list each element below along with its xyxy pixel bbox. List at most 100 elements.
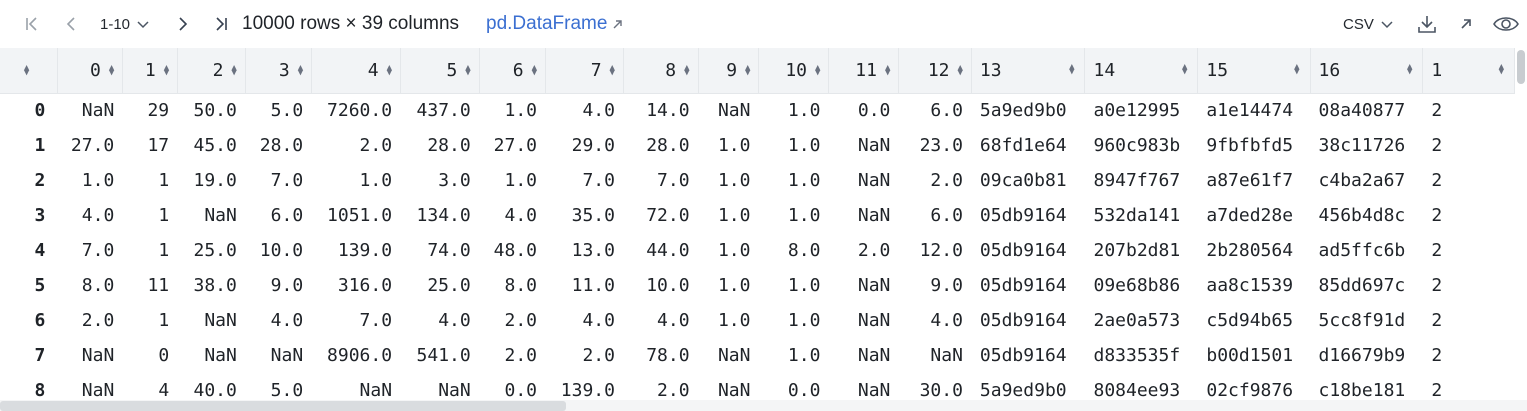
chevron-down-icon — [137, 21, 149, 29]
export-format-label: CSV — [1343, 15, 1374, 33]
dataframe-type-link[interactable]: pd.DataFrame — [486, 0, 623, 48]
next-page-button[interactable] — [172, 0, 194, 48]
sort-icon[interactable]: ▲ ▼ — [163, 62, 170, 78]
table-cell: NaN — [177, 338, 246, 373]
table-row[interactable]: 3 4.0 1 NaN 6.0 1051.0 134.0 4.0 35.0 72.0 1.0 1.0 N… — [0, 198, 1515, 233]
sort-icon[interactable]: ▲ ▼ — [609, 62, 615, 78]
sort-icon[interactable]: ▲ ▼ — [231, 62, 237, 78]
table-cell: 9.0 — [245, 268, 313, 303]
row-index: 4 — [0, 233, 59, 268]
open-in-new-button[interactable] — [1456, 0, 1476, 48]
sort-icon[interactable]: ▲ ▼ — [465, 62, 471, 78]
sort-icon[interactable]: ▲ ▼ — [1294, 62, 1300, 77]
table-row[interactable]: 2 1.0 1 19.0 7.0 1.0 3.0 1.0 7.0 7.0 1.0 1.0 NaN 2.0 0… — [0, 163, 1515, 198]
table-row[interactable]: 4 7.0 1 25.0 10.0 139.0 74.0 48.0 13.0 44.0 1.0 8.0… — [0, 233, 1515, 268]
table-cell: c18be181 — [1310, 373, 1424, 400]
table-cell: 48.0 — [479, 233, 547, 268]
visibility-toggle-button[interactable] — [1491, 0, 1521, 48]
table-cell: NaN — [57, 93, 124, 128]
sort-icon[interactable]: ▲ ▼ — [23, 62, 30, 78]
sort-icon[interactable]: ▲ ▼ — [1181, 62, 1188, 77]
table-row[interactable]: 1 27.0 17 45.0 28.0 2.0 28.0 27.0 29.0 28.0 1.0 1.0… — [0, 128, 1515, 163]
sort-icon[interactable]: ▲ ▼ — [684, 62, 690, 78]
column-header[interactable]: 13 ▲ ▼ — [971, 48, 1086, 94]
column-header[interactable]: 14 ▲ ▼ — [1084, 48, 1199, 94]
horizontal-scrollbar[interactable] — [0, 400, 1527, 411]
table-cell: 1.0 — [758, 93, 830, 128]
table-row[interactable]: 5 8.0 11 38.0 9.0 316.0 25.0 8.0 11.0 10.0 1.0 1.0 N… — [0, 268, 1515, 303]
table-cell: 27.0 — [57, 128, 124, 163]
sort-icon[interactable]: ▲ ▼ — [108, 62, 115, 78]
first-page-button[interactable] — [21, 0, 43, 48]
sort-icon[interactable]: ▲ ▼ — [1407, 62, 1413, 77]
first-page-icon — [26, 17, 37, 31]
column-header-label: 16 — [1318, 59, 1341, 81]
row-index: 8 — [0, 373, 59, 400]
sort-icon[interactable]: ▲ ▼ — [884, 62, 891, 78]
table-cell: 8906.0 — [311, 338, 402, 373]
sort-icon[interactable]: ▲ ▼ — [531, 62, 538, 78]
table-cell: 4.0 — [898, 303, 972, 338]
column-header[interactable]: 15 ▲ ▼ — [1197, 48, 1311, 94]
table-row[interactable]: 8 NaN 4 40.0 5.0 NaN NaN 0.0 139.0 2.0 NaN 0.0 NaN 30… — [0, 373, 1515, 400]
sort-icon[interactable]: ▲ ▼ — [957, 62, 963, 78]
type-link-label: pd.DataFrame — [486, 13, 608, 34]
column-header-label: 10 — [785, 59, 807, 81]
vertical-scrollbar[interactable] — [1515, 48, 1527, 400]
column-header[interactable]: 9 ▲ ▼ — [698, 48, 760, 94]
vertical-scrollbar-thumb[interactable] — [1517, 50, 1525, 84]
sort-icon[interactable]: ▲ ▼ — [297, 62, 304, 78]
arrow-up-right-icon — [1461, 19, 1471, 29]
column-header[interactable]: 1 ▲ ▼ — [122, 48, 179, 94]
table-cell: 8084ee93 — [1084, 373, 1199, 400]
sort-icon[interactable]: ▲ ▼ — [1498, 62, 1504, 77]
column-header[interactable]: 2 ▲ ▼ — [177, 48, 246, 94]
column-header-label: 14 — [1093, 59, 1116, 81]
row-index: 3 — [0, 198, 59, 233]
column-header[interactable]: 0 ▲ ▼ — [57, 48, 124, 94]
column-header[interactable]: 6 ▲ ▼ — [479, 48, 547, 94]
column-header[interactable]: 3 ▲ ▼ — [245, 48, 313, 94]
column-header[interactable]: 5 ▲ ▼ — [400, 48, 480, 94]
column-header[interactable]: 4 ▲ ▼ — [311, 48, 402, 94]
table-row[interactable]: 6 2.0 1 NaN 4.0 7.0 4.0 2.0 4.0 4.0 1.0 1.0 NaN 4.0 05… — [0, 303, 1515, 338]
sort-icon[interactable]: ▲ ▼ — [815, 62, 821, 78]
table-cell: 09ca0b81 — [971, 163, 1086, 198]
horizontal-scrollbar-thumb[interactable] — [0, 401, 566, 411]
export-format-select[interactable]: CSV — [1343, 0, 1394, 48]
column-header-label: 6 — [512, 59, 524, 81]
sort-icon[interactable]: ▲ ▼ — [1069, 62, 1075, 77]
row-index: 6 — [0, 303, 59, 338]
table-cell: 1.0 — [311, 163, 402, 198]
table-row[interactable]: 0 NaN 29 50.0 5.0 7260.0 437.0 1.0 4.0 14.0 NaN 1.0… — [0, 93, 1515, 128]
column-header[interactable]: 10 ▲ ▼ — [758, 48, 830, 94]
table-cell: 25.0 — [400, 268, 480, 303]
download-button[interactable] — [1416, 0, 1438, 48]
previous-page-button[interactable] — [60, 0, 82, 48]
column-header[interactable]: 1 ▲ ▼ — [1422, 48, 1515, 94]
table-cell: 35.0 — [545, 198, 624, 233]
table-cell: 437.0 — [400, 93, 480, 128]
last-page-button[interactable] — [210, 0, 232, 48]
sort-icon[interactable]: ▲ ▼ — [745, 62, 751, 78]
table-cell: 05db9164 — [971, 198, 1086, 233]
column-header[interactable]: 12 ▲ ▼ — [898, 48, 972, 94]
table-cell: 4.0 — [57, 198, 124, 233]
table-cell: 6.0 — [898, 198, 972, 233]
table-cell: 2 — [1422, 303, 1515, 338]
table-cell: NaN — [698, 93, 760, 128]
column-header[interactable]: 7 ▲ ▼ — [545, 48, 624, 94]
table-cell: 2.0 — [479, 303, 547, 338]
sort-icon[interactable]: ▲ ▼ — [386, 62, 393, 78]
shape-summary: 10000 rows × 39 columns — [242, 13, 460, 34]
column-header[interactable]: 16 ▲ ▼ — [1310, 48, 1424, 94]
column-header[interactable]: 11 ▲ ▼ — [828, 48, 900, 94]
table-cell: 4.0 — [545, 303, 624, 338]
table-cell: 29.0 — [545, 128, 624, 163]
column-header-label: 7 — [590, 59, 602, 81]
table-row[interactable]: 7 NaN 0 NaN NaN 8906.0 541.0 2.0 2.0 78.0 NaN 1.0 Na… — [0, 338, 1515, 373]
row-range-select[interactable]: 1-10 — [100, 0, 150, 48]
column-header[interactable]: 8 ▲ ▼ — [623, 48, 699, 94]
index-header[interactable]: ▲ ▼ — [0, 48, 59, 94]
table-cell: 74.0 — [400, 233, 480, 268]
